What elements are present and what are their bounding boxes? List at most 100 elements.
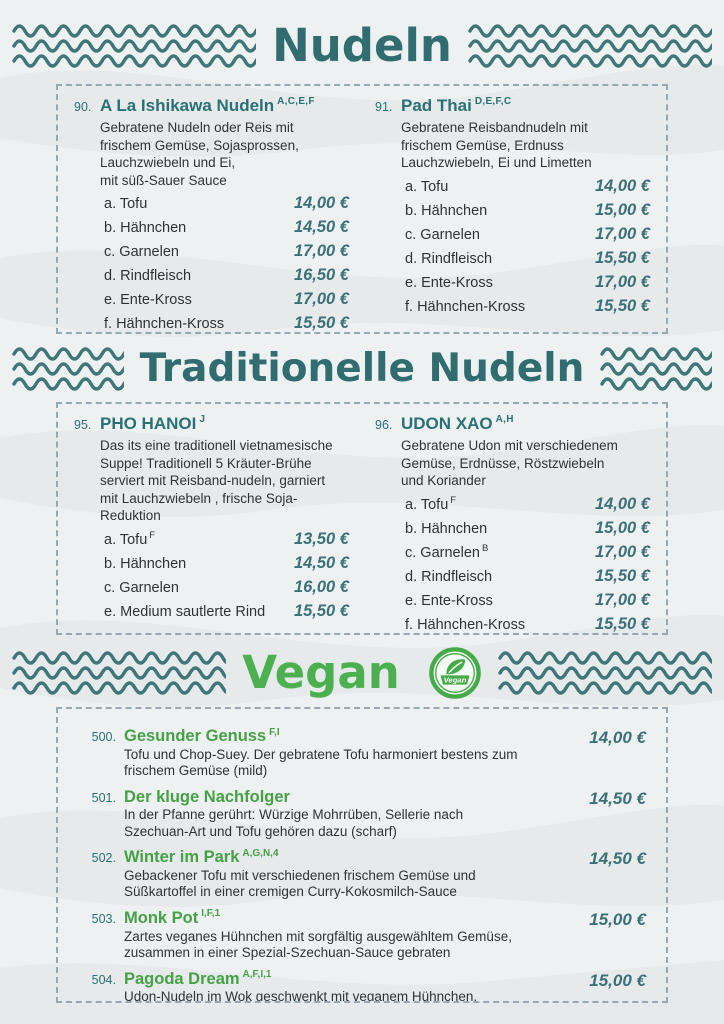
option-name: f. Hähnchen-Kross bbox=[405, 616, 526, 633]
item-title: Pagoda Dream A,F,I,1 bbox=[124, 969, 558, 990]
option-row: e. Medium sautlerte Rind 15,50 € bbox=[104, 602, 349, 621]
option-label: b. Hähnchen bbox=[104, 218, 188, 236]
option-label: b. Hähnchen bbox=[405, 201, 489, 219]
option-price: 15,50 € bbox=[293, 601, 349, 620]
item-title-text: Pad Thai bbox=[401, 96, 472, 115]
option-row: c. Garnelen 16,00 € bbox=[104, 578, 349, 597]
section-title-traditionelle-nudeln: Traditionelle Nudeln bbox=[139, 345, 585, 391]
option-price: 14,50 € bbox=[293, 553, 349, 572]
option-name: d. Rindfleisch bbox=[104, 268, 192, 284]
item-description: Gebratene Nudeln oder Reis mit frischem … bbox=[100, 119, 349, 189]
description-line: Reduktion bbox=[100, 508, 161, 523]
item-title-text: A La Ishikawa Nudeln bbox=[100, 96, 275, 115]
option-label: c. Garnelen bbox=[104, 578, 181, 596]
description-line: mit Lauchzwiebeln , frische Soja- bbox=[100, 490, 298, 506]
option-name: c. Garnelen bbox=[104, 244, 179, 260]
item-main: Monk Pot I,F,1 Zartes veganes Hühnchen mi… bbox=[124, 908, 558, 962]
option-row: c. Garnelen 17,00 € bbox=[104, 242, 349, 261]
menu-item-504: 504. Pagoda Dream A,F,I,1 Udon-Nudeln im … bbox=[78, 969, 646, 1003]
option-label: f. Hähnchen-Kross bbox=[104, 314, 226, 332]
option-name: b. Hähnchen bbox=[104, 220, 187, 236]
item-header: 90. A La Ishikawa Nudeln A,C,E,F bbox=[74, 96, 349, 116]
item-number: 500. bbox=[91, 730, 116, 744]
option-price: 14,00 € bbox=[594, 176, 650, 195]
option-name: c. Garnelen bbox=[104, 579, 179, 596]
option-row: c. Garnelen 17,00 € bbox=[405, 225, 650, 244]
description-line: In der Pfanne gerührt: Würzige Mohrrüben… bbox=[124, 807, 464, 823]
vegan-badge-icon: Vegan bbox=[428, 647, 481, 699]
item-title-text: UDON XAO bbox=[401, 414, 493, 433]
description-line: Gebratene Nudeln oder Reis mit bbox=[100, 120, 294, 135]
option-name: e. Medium sautlerte Rind bbox=[104, 603, 266, 620]
item-allergens: A,C,E,F bbox=[277, 96, 315, 108]
item-main: Gesunder Genuss F,I Tofu und Chop-Suey. D… bbox=[124, 726, 558, 780]
item-header: 91. Pad Thai D,E,F,C bbox=[375, 96, 650, 116]
description-line: Zartes veganes Hühnchen mit sorgfältig a… bbox=[124, 928, 512, 944]
option-name: a. Tofu bbox=[104, 531, 148, 548]
option-name: a. Tofu bbox=[104, 196, 148, 212]
option-price: 14,00 € bbox=[594, 494, 650, 513]
option-price: 17,00 € bbox=[594, 224, 650, 243]
menu-column: 96. UDON XAO A,H Gebratene Udon mit versc… bbox=[375, 414, 650, 633]
option-list: a. Tofu F 14,00 € b. Hähnchen 15,00 € c. Ga… bbox=[405, 495, 650, 634]
wave-lines-icon bbox=[468, 20, 712, 72]
option-label: f. Hähnchen-Kross bbox=[405, 615, 527, 633]
item-title: A La Ishikawa Nudeln A,C,E,F bbox=[100, 96, 315, 116]
wave-lines-icon bbox=[498, 647, 712, 699]
option-label: a. Tofu F bbox=[104, 530, 155, 548]
option-name: b. Hähnchen bbox=[405, 520, 488, 537]
option-row: c. Garnelen B 17,00 € bbox=[405, 543, 650, 562]
menu-box-vegan: 500. Gesunder Genuss F,I Tofu und Chop-Su… bbox=[56, 707, 668, 1003]
item-title-text: Winter im Park bbox=[124, 848, 240, 867]
option-name: f. Hähnchen-Kross bbox=[405, 298, 526, 315]
item-description: Zartes veganes Hühnchen mit sorgfältig a… bbox=[124, 929, 558, 962]
option-price: 15,50 € bbox=[293, 314, 349, 332]
option-price: 15,00 € bbox=[594, 200, 650, 219]
option-row: e. Ente-Kross 17,00 € bbox=[104, 290, 349, 309]
option-name: e. Ente-Kross bbox=[405, 592, 493, 609]
option-label: a. Tofu bbox=[104, 194, 149, 212]
option-label: e. Ente-Kross bbox=[405, 273, 495, 291]
option-name: c. Garnelen bbox=[405, 226, 480, 243]
menu-item-500: 500. Gesunder Genuss F,I Tofu und Chop-Su… bbox=[78, 726, 646, 780]
option-price: 17,00 € bbox=[594, 590, 650, 609]
item-allergens: F,I bbox=[269, 726, 280, 738]
item-number: 502. bbox=[91, 851, 116, 866]
description-line: Udon-Nudeln im Wok geschwenkt mit vegane… bbox=[124, 989, 478, 1003]
vegan-badge-label: Vegan bbox=[443, 675, 466, 684]
item-price: 14,00 € bbox=[589, 728, 646, 747]
item-number: 91. bbox=[375, 100, 393, 114]
option-row: e. Ente-Kross 17,00 € bbox=[405, 591, 650, 610]
option-name: b. Hähnchen bbox=[405, 202, 488, 219]
option-label: b. Hähnchen bbox=[405, 519, 489, 537]
option-price: 14,50 € bbox=[293, 218, 349, 236]
option-row: a. Tofu 14,00 € bbox=[104, 194, 349, 213]
description-line: Gemüse, Erdnüsse, Röstzwiebeln bbox=[401, 455, 605, 471]
option-name: a. Tofu bbox=[405, 496, 449, 513]
option-row: d. Rindfleisch 16,50 € bbox=[104, 266, 349, 285]
item-main: Winter im Park A,G,N,4 Gebackener Tofu mi… bbox=[124, 847, 558, 901]
section-title-nudeln: Nudeln bbox=[272, 19, 452, 73]
menu-item-96: 96. UDON XAO A,H Gebratene Udon mit versc… bbox=[375, 414, 650, 634]
item-header: 96. UDON XAO A,H bbox=[375, 414, 650, 434]
menu-box-nudeln: 90. A La Ishikawa Nudeln A,C,E,F Gebraten… bbox=[56, 84, 668, 334]
option-name: f. Hähnchen-Kross bbox=[104, 316, 225, 332]
item-allergens: A,G,N,4 bbox=[242, 847, 279, 859]
item-allergens: A,H bbox=[495, 414, 514, 426]
item-description: Udon-Nudeln im Wok geschwenkt mit vegane… bbox=[124, 989, 558, 1003]
description-line: Gebackener Tofu mit verschiedenen frisch… bbox=[124, 867, 476, 883]
menu-item-502: 502. Winter im Park A,G,N,4 Gebackener To… bbox=[78, 847, 646, 901]
description-line: Das its eine traditionell vietnamesische bbox=[100, 438, 333, 453]
item-title-text: Der kluge Nachfolger bbox=[124, 787, 290, 806]
option-row: f. Hähnchen-Kross 15,50 € bbox=[405, 615, 650, 634]
menu-box-traditionelle-nudeln: 95. PHO HANOI J Das its eine traditionell… bbox=[56, 402, 668, 635]
item-allergens: I,F,1 bbox=[201, 908, 221, 920]
wave-lines-icon bbox=[12, 343, 124, 395]
item-number: 90. bbox=[74, 100, 92, 114]
item-allergens: A,F,I,1 bbox=[242, 969, 272, 980]
description-line: frischem Gemüse, Erdnuss bbox=[401, 137, 564, 153]
option-label: c. Garnelen bbox=[104, 242, 181, 260]
menu-item-90: 90. A La Ishikawa Nudeln A,C,E,F Gebraten… bbox=[74, 96, 349, 332]
option-price: 16,00 € bbox=[293, 577, 349, 596]
item-title-text: Gesunder Genuss bbox=[124, 727, 267, 745]
